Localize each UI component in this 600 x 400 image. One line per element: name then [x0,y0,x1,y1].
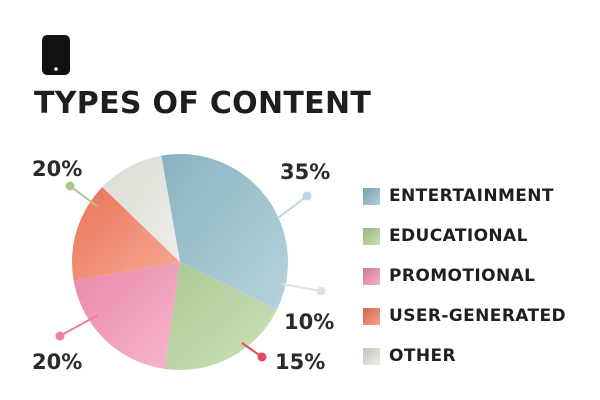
legend-swatch-promotional [363,267,380,285]
leader-dot-entertainment [302,191,312,201]
leader-dot-promotional [55,331,65,341]
leader-line-promotional [59,314,99,337]
legend-label-other: OTHER [389,346,456,366]
legend-swatch-other [363,347,380,365]
percent-label-educational: 20% [32,157,82,181]
legend: ENTERTAINMENT EDUCATIONAL PROMOTIONAL US… [363,186,566,386]
pie-slice-promotional [73,262,180,369]
pie-slice-educational [164,262,278,371]
leader-dot-other [316,286,326,296]
legend-label-user-generated: USER-GENERATED [389,306,567,326]
percent-label-promotional: 20% [32,350,82,374]
legend-item-user-generated: USER-GENERATED [363,306,566,326]
legend-item-educational: EDUCATIONAL [363,226,566,246]
percent-label-user-generated: 15% [275,350,325,374]
leader-line-entertainment [277,195,308,219]
legend-swatch-entertainment [363,187,380,205]
leader-dot-educational [65,181,75,191]
pie-slice-entertainment [161,154,288,310]
legend-item-entertainment: ENTERTAINMENT [363,186,566,206]
chart-title: TYPES OF CONTENT [34,86,372,121]
legend-item-other: OTHER [363,346,566,366]
percent-label-entertainment: 35% [280,160,330,184]
legend-swatch-educational [363,227,380,245]
legend-label-educational: EDUCATIONAL [389,226,528,246]
percent-label-other: 10% [284,310,334,334]
pie-slice-other [102,155,180,262]
legend-swatch-user-generated [363,307,380,325]
phone-icon [42,35,70,75]
legend-label-entertainment: ENTERTAINMENT [389,186,554,206]
legend-item-promotional: PROMOTIONAL [363,266,566,286]
leader-line-other [281,283,322,292]
leader-dot-user-generated [257,352,267,362]
pie-slice-user-generated [72,186,180,281]
legend-label-promotional: PROMOTIONAL [389,266,536,286]
leader-line-educational [69,185,98,207]
